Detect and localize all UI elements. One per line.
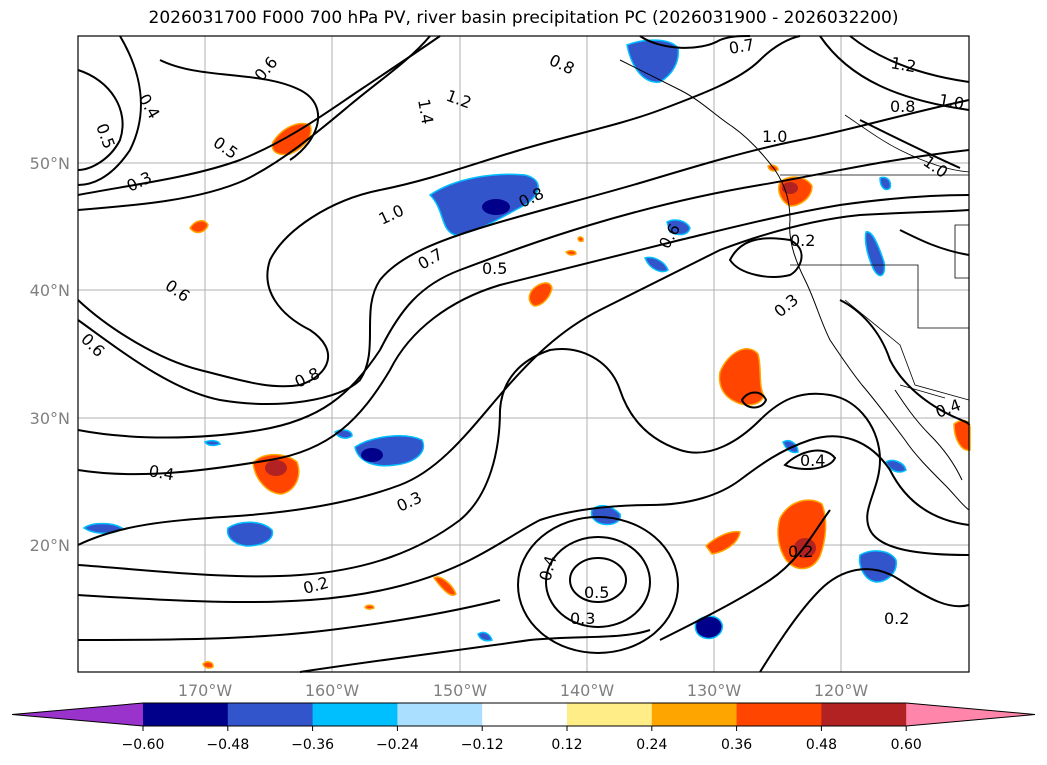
- lat-label: 50°N: [30, 154, 70, 173]
- colorbar-segment: [567, 703, 653, 726]
- colorbar-segment: [397, 703, 483, 726]
- colorbar-segment: [736, 703, 822, 726]
- map-panel: 0.6 0.7 0.8 1.2 1.4 0.4 0.5 0.3 1.0 0.6 …: [77, 35, 971, 673]
- lon-label: 120°W: [814, 681, 869, 700]
- contour-label: 0.5: [584, 583, 609, 602]
- contour-label: 0.4: [147, 461, 175, 484]
- lat-label: 20°N: [30, 536, 70, 555]
- colorbar-tick-label: 0.36: [721, 737, 752, 753]
- lon-label: 140°W: [560, 681, 615, 700]
- contour-label: 0.8: [890, 97, 915, 116]
- colorbar-tick-label: −0.24: [376, 737, 419, 753]
- colorbar-segment: [821, 703, 907, 726]
- contour-label: 1.2: [889, 53, 917, 76]
- colorbar-segment: [227, 703, 314, 726]
- contour-label: 1.0: [762, 127, 787, 146]
- colorbar-segment: [651, 703, 738, 726]
- colorbar-tick-label: 0.48: [806, 737, 837, 753]
- colorbar-tick-label: −0.12: [461, 737, 504, 753]
- colorbar-tick-label: −0.36: [291, 737, 334, 753]
- lat-label: 40°N: [30, 281, 70, 300]
- contour-label: 0.4: [800, 451, 825, 470]
- lat-label: 30°N: [30, 409, 70, 428]
- pv-contours: [77, 35, 970, 673]
- lat-labels: 50°N 40°N 30°N 20°N: [30, 154, 70, 555]
- colorbar-tick-label: 0.60: [891, 737, 922, 753]
- contour-label: 0.3: [570, 609, 595, 628]
- contour-label: 1.0: [937, 90, 965, 113]
- contour-label: 0.2: [790, 231, 815, 250]
- colorbar-extension-high: [906, 703, 1035, 726]
- lon-label: 130°W: [687, 681, 742, 700]
- map-title: 2026031700 F000 700 hPa PV, river basin …: [148, 8, 899, 28]
- colorbar-segment: [143, 703, 229, 726]
- colorbar: −0.60 −0.48 −0.36 −0.24 −0.12 0.12 0.24 0.36 0.4…: [11, 702, 1036, 753]
- colorbar-extension-low: [12, 703, 143, 726]
- lon-label: 170°W: [178, 681, 233, 700]
- lon-label: 150°W: [433, 681, 488, 700]
- contour-label: 0.5: [482, 259, 507, 278]
- contour-label: 0.7: [727, 35, 755, 58]
- precip-shading: [82, 39, 971, 669]
- contour-label: 0.2: [884, 609, 909, 628]
- colorbar-tick-label: −0.60: [122, 737, 165, 753]
- colorbar-tick-label: 0.12: [551, 737, 582, 753]
- colorbar-segment: [482, 703, 568, 726]
- contour-label: 1.4: [414, 97, 437, 125]
- map-border: [77, 35, 970, 673]
- colorbar-segment: [312, 703, 398, 726]
- contour-label: 0.2: [788, 542, 813, 561]
- lon-labels: 170°W 160°W 150°W 140°W 130°W 120°W: [178, 681, 869, 700]
- lon-label: 160°W: [305, 681, 360, 700]
- colorbar-tick-label: −0.48: [206, 737, 249, 753]
- colorbar-tick-label: 0.24: [636, 737, 667, 753]
